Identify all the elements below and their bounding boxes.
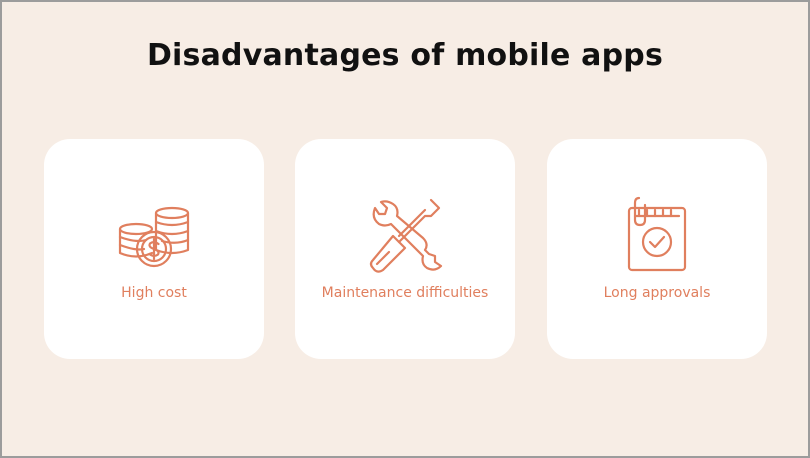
card-label: High cost <box>121 285 187 301</box>
card-label: Maintenance difficulties <box>321 285 489 301</box>
wrench-screwdriver-icon <box>365 194 445 274</box>
coins-dollar-icon <box>114 194 194 274</box>
card-maintenance-difficulties: Maintenance difficulties <box>295 139 515 359</box>
card-label: Long approvals <box>603 285 711 301</box>
card-long-approvals: Long approvals <box>547 139 767 359</box>
card-high-cost: High cost <box>44 139 264 359</box>
page-title: Disadvantages of mobile apps <box>146 38 664 73</box>
clipboard-check-icon <box>617 194 697 274</box>
